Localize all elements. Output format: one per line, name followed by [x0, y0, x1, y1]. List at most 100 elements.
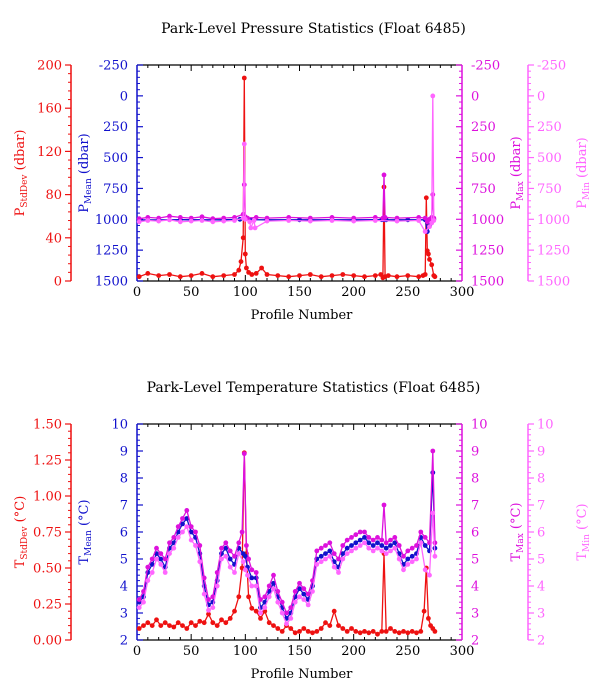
- data-point-std: [375, 631, 380, 637]
- data-point-std: [405, 273, 411, 278]
- y-tick-label-mean: 7: [120, 499, 128, 514]
- data-point-min: [370, 548, 376, 554]
- y-tick-label-std: 0.75: [33, 526, 62, 541]
- x-tick-label: 300: [450, 285, 475, 300]
- data-point-mean: [353, 540, 359, 546]
- data-point-std: [249, 272, 255, 277]
- x-tick-label: 50: [183, 644, 200, 659]
- data-point-max: [279, 599, 285, 605]
- data-point-mean: [379, 543, 385, 548]
- data-point-min: [432, 553, 438, 559]
- data-point-std: [353, 629, 359, 634]
- y-tick-label-max: -250: [471, 59, 500, 74]
- y-tick-label-max: 10: [471, 418, 488, 433]
- data-point-max: [214, 570, 220, 575]
- data-point-mean: [357, 537, 363, 543]
- data-point-min: [271, 586, 276, 592]
- data-point-mean: [184, 516, 190, 521]
- data-point-std: [379, 629, 385, 634]
- data-point-min: [167, 551, 172, 556]
- data-point-std: [242, 251, 248, 257]
- y-tick-label-min: 9: [537, 445, 545, 460]
- y-tick-label-min: 10: [537, 418, 554, 433]
- data-point-max: [219, 545, 224, 551]
- data-point-min: [258, 610, 263, 616]
- y-axis-label-min: TMin (°C): [575, 503, 592, 560]
- y-tick-label-mean: 4: [120, 580, 128, 595]
- y-tick-label-mean: 1500: [95, 275, 128, 290]
- data-point-min: [171, 545, 177, 551]
- y-axis-label-max: PMax (dbar): [509, 136, 526, 209]
- data-point-std: [171, 624, 177, 630]
- data-point-min: [331, 564, 337, 570]
- data-point-min: [240, 559, 246, 565]
- data-point-std: [310, 630, 315, 636]
- data-point-max: [154, 545, 159, 551]
- data-point-min: [409, 559, 415, 565]
- y-tick-label-std: 0.25: [33, 598, 62, 613]
- data-point-std: [232, 272, 237, 277]
- data-point-std: [259, 265, 264, 271]
- y-tick-label-max: 5: [471, 553, 479, 568]
- data-point-min: [394, 218, 400, 224]
- data-point-min: [145, 218, 151, 223]
- y-tick-label-mean: -250: [99, 59, 128, 74]
- y-tick-label-max: 6: [471, 526, 479, 541]
- data-point-min: [262, 605, 268, 610]
- data-point-max: [314, 548, 320, 554]
- data-point-min: [401, 567, 406, 573]
- data-point-std: [271, 623, 276, 628]
- data-point-max: [422, 215, 428, 221]
- data-point-std: [246, 594, 252, 600]
- y-tick-label-mean: 2: [120, 634, 128, 649]
- data-point-max: [136, 597, 142, 602]
- data-point-min: [383, 551, 389, 556]
- y-tick-label-min: 2: [537, 634, 545, 649]
- data-point-std: [275, 626, 281, 631]
- data-point-min: [310, 589, 315, 594]
- data-point-max: [301, 586, 307, 592]
- data-point-min: [327, 553, 333, 559]
- data-point-max: [167, 213, 172, 219]
- data-point-std: [288, 626, 294, 631]
- x-tick-label: 100: [233, 644, 258, 659]
- data-point-min: [357, 543, 363, 548]
- y-tick-label-max: 1000: [471, 213, 504, 228]
- y-tick-label-std: 1.50: [33, 418, 62, 433]
- data-point-min: [430, 93, 436, 99]
- data-point-max: [227, 548, 233, 554]
- data-point-max: [381, 172, 387, 178]
- data-point-mean: [301, 591, 307, 597]
- data-point-min: [180, 529, 185, 535]
- data-point-min: [418, 540, 424, 546]
- y-tick-label-min: 750: [537, 182, 562, 197]
- data-point-min: [136, 219, 142, 225]
- data-point-std: [227, 616, 233, 621]
- data-point-max: [357, 529, 363, 535]
- data-point-std: [184, 626, 190, 631]
- data-point-min: [396, 556, 402, 562]
- data-point-max: [305, 591, 311, 597]
- data-point-std: [416, 274, 422, 280]
- data-point-std: [429, 262, 435, 268]
- data-point-max: [249, 567, 255, 573]
- y-tick-label-mean: 0: [120, 89, 128, 104]
- y-axis-max: 2 3 4 5 6 7 8 9 10 TMax (°C): [456, 418, 526, 649]
- data-point-std: [344, 629, 350, 634]
- plot-frame: [137, 423, 462, 641]
- data-point-max: [353, 532, 359, 538]
- data-point-std: [372, 273, 378, 278]
- y-axis-std: 0 40 80 120 160 200 PStdDev (dbar): [13, 59, 72, 290]
- data-point-max: [388, 537, 393, 543]
- y-axis-mean: 2 3 4 5 6 7 8 9 10 TMean (°C): [77, 418, 143, 649]
- data-point-max: [344, 537, 350, 543]
- data-point-std: [409, 629, 415, 634]
- data-point-std: [357, 630, 363, 636]
- data-point-std: [238, 259, 244, 264]
- data-point-std: [266, 620, 272, 626]
- data-point-min: [279, 610, 285, 616]
- data-point-std: [219, 617, 224, 623]
- data-point-max: [201, 575, 207, 581]
- data-point-std: [301, 626, 307, 631]
- data-point-std: [236, 267, 242, 273]
